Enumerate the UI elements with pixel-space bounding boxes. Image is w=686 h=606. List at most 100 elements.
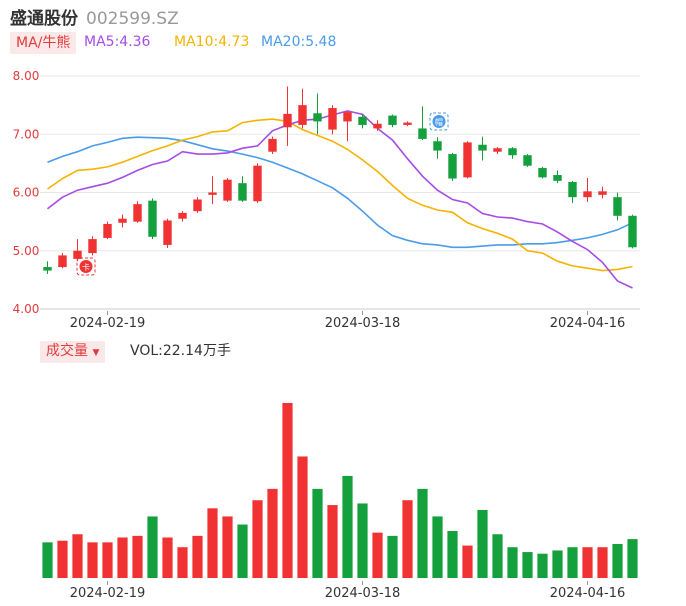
candle-body xyxy=(358,116,367,125)
stock-name: 盛通股份 xyxy=(10,9,78,29)
volume-bar xyxy=(597,547,608,578)
volume-bar xyxy=(522,552,533,578)
candle xyxy=(208,176,217,205)
volume-bar xyxy=(297,456,308,578)
candle xyxy=(508,147,517,159)
price-markers: 卡 帽 xyxy=(76,112,449,276)
candle xyxy=(118,214,127,228)
volume-x-axis: 2024-02-19 2024-03-18 2024-04-16 xyxy=(70,581,626,601)
low-marker-icon[interactable]: 卡 xyxy=(76,257,96,276)
volume-date-label: 2024-04-16 xyxy=(550,586,626,601)
candle xyxy=(238,176,247,202)
volume-bar xyxy=(42,542,53,578)
volume-bar xyxy=(402,500,413,578)
volume-bar xyxy=(102,542,113,578)
candle-body xyxy=(283,113,292,128)
candle xyxy=(163,218,172,248)
volume-bar xyxy=(72,534,83,578)
candle xyxy=(388,114,397,128)
ma-lines xyxy=(47,110,633,289)
volume-bar xyxy=(612,543,623,578)
candle-body xyxy=(343,112,352,122)
candle-body xyxy=(193,199,202,212)
volume-value: VOL:22.14万手 xyxy=(130,343,231,359)
candle-body xyxy=(58,255,67,268)
candle xyxy=(463,141,472,179)
volume-bar xyxy=(627,539,638,578)
volume-bar xyxy=(192,535,203,578)
volume-bar xyxy=(177,547,188,578)
volume-selector-label: 成交量 xyxy=(46,343,88,359)
candle xyxy=(568,180,577,203)
candle xyxy=(403,121,412,127)
candle xyxy=(493,147,502,155)
volume-bar xyxy=(432,516,443,578)
candle-body xyxy=(403,122,412,125)
volume-bar xyxy=(117,537,128,578)
candle xyxy=(583,177,592,202)
volume-bar xyxy=(492,534,503,578)
volume-bar xyxy=(282,403,293,578)
volume-bar xyxy=(417,488,428,578)
volume-bar xyxy=(387,535,398,578)
volume-bar xyxy=(87,542,98,578)
candle xyxy=(448,152,457,181)
candle xyxy=(523,154,532,167)
candle-body xyxy=(253,165,262,202)
price-date-label: 2024-03-18 xyxy=(325,316,401,331)
price-y-tick-label: 7.00 xyxy=(13,127,40,141)
candle xyxy=(103,221,112,240)
candle xyxy=(88,236,97,256)
volume-bar xyxy=(162,537,173,578)
low-marker-label: 卡 xyxy=(82,262,90,272)
candle xyxy=(178,211,187,222)
price-date-label: 2024-02-19 xyxy=(70,316,146,331)
volume-bar xyxy=(312,488,323,578)
candle-body xyxy=(103,223,112,238)
ma5-legend: MA5:4.36 xyxy=(84,34,151,50)
volume-bar xyxy=(447,531,458,578)
candle-body xyxy=(613,197,622,216)
candle-body xyxy=(298,105,307,125)
volume-bar xyxy=(372,532,383,578)
price-date-label: 2024-04-16 xyxy=(550,316,626,331)
volume-bar xyxy=(507,547,518,578)
candle xyxy=(58,253,67,269)
candle-body xyxy=(313,113,322,122)
candle xyxy=(538,166,547,179)
volume-selector-button[interactable]: 成交量 ▼ xyxy=(40,341,106,363)
volume-bar xyxy=(567,547,578,578)
ma20-legend: MA20:5.48 xyxy=(261,34,337,50)
candle-body xyxy=(523,155,532,166)
candle-body xyxy=(583,191,592,198)
candle xyxy=(358,113,367,129)
volume-bar xyxy=(252,500,263,578)
candle xyxy=(73,239,82,262)
candle-body xyxy=(553,175,562,181)
volume-date-label: 2024-02-19 xyxy=(70,586,146,601)
stock-code: 002599.SZ xyxy=(86,9,179,29)
candle xyxy=(253,163,262,203)
indicator-selector-button[interactable]: MA/牛熊 xyxy=(10,32,77,54)
volume-bar xyxy=(537,553,548,578)
volume-bar xyxy=(582,547,593,578)
candle xyxy=(193,197,202,213)
price-y-tick-label: 4.00 xyxy=(13,302,40,316)
candle-body xyxy=(388,115,397,125)
candle xyxy=(268,136,277,155)
high-marker-icon[interactable]: 帽 xyxy=(429,112,449,131)
candle xyxy=(298,88,307,129)
ma10-legend: MA10:4.73 xyxy=(174,34,250,50)
candle-body xyxy=(133,204,142,222)
candles xyxy=(43,86,637,275)
candle-body xyxy=(463,142,472,178)
candle-body xyxy=(268,138,277,152)
price-y-tick-label: 5.00 xyxy=(13,244,40,258)
candle xyxy=(418,106,427,141)
volume-bar xyxy=(147,516,158,578)
volume-bar xyxy=(57,540,68,578)
volume-date-label: 2024-03-18 xyxy=(325,586,401,601)
candle xyxy=(343,110,352,142)
candle-body xyxy=(418,128,427,139)
